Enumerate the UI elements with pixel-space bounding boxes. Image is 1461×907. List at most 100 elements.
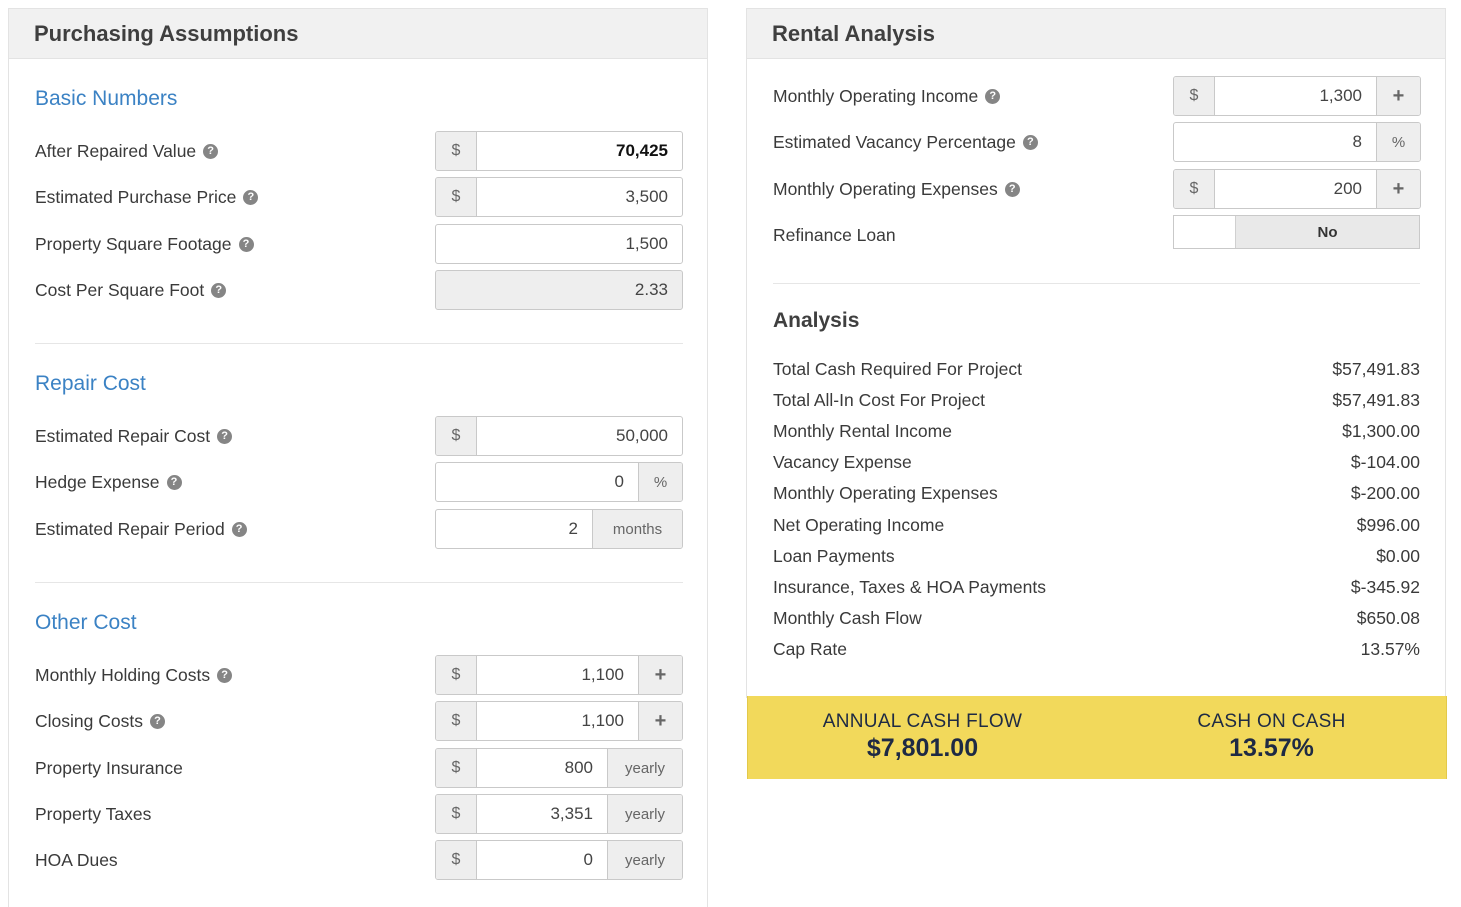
annual-cash-flow-value: $7,801.00 xyxy=(866,734,979,762)
help-icon[interactable]: ? xyxy=(149,713,165,729)
help-icon[interactable]: ? xyxy=(166,474,182,490)
operating-income-row: Monthly Operating Income? $ 1,300 + xyxy=(773,76,1421,126)
add-expense-button[interactable]: + xyxy=(1376,170,1420,208)
hoa-field[interactable]: 0 xyxy=(583,850,593,869)
repair-cost-input[interactable]: $ 50,000 xyxy=(435,416,683,456)
help-icon[interactable]: ? xyxy=(211,282,227,298)
purchase-price-row: Estimated Purchase Price? $ 3,500 xyxy=(35,177,683,227)
analysis-row-label: Total Cash Required For Project xyxy=(773,358,1022,379)
analysis-row-label: Vacancy Expense xyxy=(773,452,912,473)
yearly-addon: yearly xyxy=(607,795,682,833)
panel-title: Rental Analysis xyxy=(747,9,1445,59)
analysis-row-label: Total All-In Cost For Project xyxy=(773,389,986,410)
currency-addon: $ xyxy=(436,417,477,455)
square-footage-label: Property Square Footage xyxy=(35,234,232,254)
repair-period-label: Estimated Repair Period xyxy=(35,519,225,539)
vacancy-label: Estimated Vacancy Percentage xyxy=(773,132,1016,152)
analysis-row: Loan Payments $0.00 xyxy=(773,545,1420,567)
insurance-row: Property Insurance $ 800 yearly xyxy=(35,748,683,798)
analysis-row-value: $-200.00 xyxy=(1350,483,1420,504)
repair-cost-row: Estimated Repair Cost? $ 50,000 xyxy=(35,416,683,466)
percent-addon: % xyxy=(1376,123,1420,161)
section-divider xyxy=(773,283,1420,284)
square-footage-field[interactable]: 1,500 xyxy=(625,234,668,253)
hedge-expense-row: Hedge Expense? 0 % xyxy=(35,462,683,512)
operating-expenses-input[interactable]: $ 200 + xyxy=(1173,169,1421,209)
analysis-row-value: $57,491.83 xyxy=(1332,389,1420,410)
currency-addon: $ xyxy=(436,702,477,740)
operating-income-input[interactable]: $ 1,300 + xyxy=(1173,76,1421,116)
cash-on-cash-label: CASH ON CASH xyxy=(1197,711,1346,732)
months-addon: months xyxy=(592,510,682,548)
yearly-addon: yearly xyxy=(607,749,682,787)
hedge-expense-field[interactable]: 0 xyxy=(614,472,624,491)
analysis-title: Analysis xyxy=(773,309,860,332)
currency-addon: $ xyxy=(1174,77,1215,115)
cost-per-sqft-value: 2.33 xyxy=(634,280,668,299)
currency-addon: $ xyxy=(436,749,477,787)
vacancy-field[interactable]: 8 xyxy=(1352,132,1362,151)
panel-title: Purchasing Assumptions xyxy=(9,9,707,59)
analysis-row-value: $57,491.83 xyxy=(1332,358,1420,379)
cost-per-sqft-label: Cost Per Square Foot xyxy=(35,280,205,300)
holding-costs-row: Monthly Holding Costs? $ 1,100 + xyxy=(35,655,683,705)
analysis-row-label: Insurance, Taxes & HOA Payments xyxy=(773,576,1047,597)
hoa-row: HOA Dues $ 0 yearly xyxy=(35,840,683,890)
analysis-row-value: 13.57% xyxy=(1360,639,1420,660)
analysis-row: Total Cash Required For Project $57,491.8… xyxy=(773,358,1420,380)
insurance-input[interactable]: $ 800 yearly xyxy=(435,748,683,788)
summary-banner: ANNUAL CASH FLOW $7,801.00 CASH ON CASH … xyxy=(747,696,1447,779)
analysis-row: Cap Rate 13.57% xyxy=(773,639,1420,661)
insurance-label: Property Insurance xyxy=(35,758,183,778)
analysis-row-label: Monthly Cash Flow xyxy=(773,608,922,629)
after-repaired-value-input[interactable]: $ 70,425 xyxy=(435,131,683,171)
hedge-expense-input[interactable]: 0 % xyxy=(435,462,683,502)
add-income-button[interactable]: + xyxy=(1376,77,1420,115)
operating-income-field[interactable]: 1,300 xyxy=(1319,86,1362,105)
holding-costs-input[interactable]: $ 1,100 + xyxy=(435,655,683,695)
help-icon[interactable]: ? xyxy=(985,88,1001,104)
help-icon[interactable]: ? xyxy=(1022,134,1038,150)
section-divider xyxy=(35,343,683,344)
vacancy-row: Estimated Vacancy Percentage? 8 % xyxy=(773,122,1421,172)
help-icon[interactable]: ? xyxy=(243,189,259,205)
cash-on-cash-value: 13.57% xyxy=(1229,734,1314,762)
hoa-input[interactable]: $ 0 yearly xyxy=(435,840,683,880)
repair-period-field[interactable]: 2 xyxy=(568,519,578,538)
analysis-row: Vacancy Expense $-104.00 xyxy=(773,452,1420,474)
help-icon[interactable]: ? xyxy=(238,236,254,252)
taxes-input[interactable]: $ 3,351 yearly xyxy=(435,794,683,834)
closing-costs-field[interactable]: 1,100 xyxy=(581,711,624,730)
help-icon[interactable]: ? xyxy=(1004,181,1020,197)
help-icon[interactable]: ? xyxy=(217,428,233,444)
repair-period-row: Estimated Repair Period? 2 months xyxy=(35,509,683,559)
taxes-row: Property Taxes $ 3,351 yearly xyxy=(35,794,683,844)
cash-on-cash-block: CASH ON CASH 13.57% xyxy=(1097,696,1446,779)
annual-cash-flow-label: ANNUAL CASH FLOW xyxy=(822,711,1023,732)
cost-per-sqft-readonly: 2.33 xyxy=(435,270,683,310)
analysis-row: Monthly Rental Income $1,300.00 xyxy=(773,420,1420,442)
purchase-price-field[interactable]: 3,500 xyxy=(625,187,668,206)
repair-cost-field[interactable]: 50,000 xyxy=(616,426,668,445)
vacancy-input[interactable]: 8 % xyxy=(1173,122,1421,162)
currency-addon: $ xyxy=(436,178,477,216)
section-title-other: Other Cost xyxy=(35,611,137,634)
closing-costs-input[interactable]: $ 1,100 + xyxy=(435,701,683,741)
help-icon[interactable]: ? xyxy=(231,521,247,537)
taxes-field[interactable]: 3,351 xyxy=(550,804,593,823)
purchase-price-input[interactable]: $ 3,500 xyxy=(435,177,683,217)
add-closing-cost-button[interactable]: + xyxy=(638,702,682,740)
operating-income-label: Monthly Operating Income xyxy=(773,86,979,106)
analysis-row-label: Monthly Rental Income xyxy=(773,420,952,441)
insurance-field[interactable]: 800 xyxy=(564,758,593,777)
after-repaired-value-field[interactable]: 70,425 xyxy=(616,141,668,160)
holding-costs-field[interactable]: 1,100 xyxy=(581,665,624,684)
operating-expenses-field[interactable]: 200 xyxy=(1333,179,1362,198)
square-footage-input[interactable]: 1,500 xyxy=(435,224,683,264)
analysis-row: Monthly Operating Expenses $-200.00 xyxy=(773,483,1420,505)
refinance-toggle[interactable]: No xyxy=(1173,215,1420,249)
help-icon[interactable]: ? xyxy=(203,143,219,159)
repair-period-input[interactable]: 2 months xyxy=(435,509,683,549)
add-holding-cost-button[interactable]: + xyxy=(638,656,682,694)
help-icon[interactable]: ? xyxy=(217,667,233,683)
